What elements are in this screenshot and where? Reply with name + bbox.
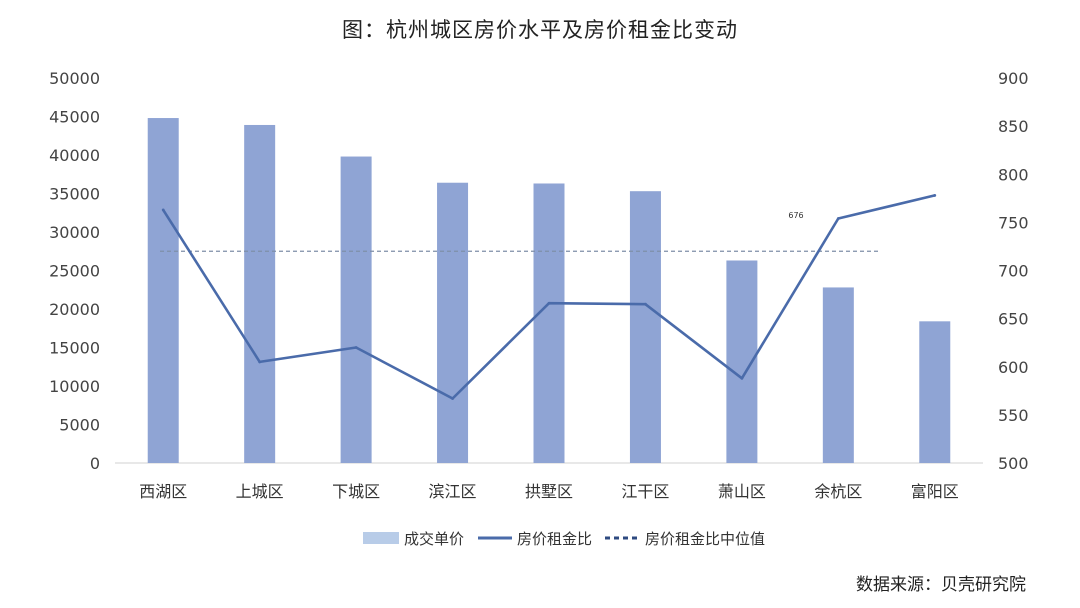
legend: 成交单价 房价租金比 房价租金比中位值 xyxy=(363,530,765,548)
left-tick-label: 20000 xyxy=(49,300,100,319)
category-label: 上城区 xyxy=(236,482,284,501)
annotation-label: 676 xyxy=(788,211,803,220)
right-tick-label: 600 xyxy=(998,358,1029,377)
bar xyxy=(437,182,469,463)
right-tick-label: 700 xyxy=(998,262,1029,281)
left-tick-label: 30000 xyxy=(49,223,100,242)
category-label: 富阳区 xyxy=(911,482,959,501)
left-tick-label: 15000 xyxy=(49,339,100,358)
legend-label-line: 房价租金比 xyxy=(517,530,592,548)
line-point xyxy=(451,397,454,400)
line-point xyxy=(258,360,262,364)
left-tick-label: 0 xyxy=(90,454,100,473)
source-note: 数据来源：贝壳研究院 xyxy=(856,575,1026,595)
bar xyxy=(919,321,951,463)
left-tick-label: 50000 xyxy=(49,69,100,88)
category-label: 萧山区 xyxy=(718,482,766,501)
bar xyxy=(340,156,372,464)
line-point xyxy=(836,217,840,220)
line-point xyxy=(161,208,165,212)
line-point xyxy=(933,194,937,197)
left-tick-label: 25000 xyxy=(49,262,100,281)
right-tick-label: 550 xyxy=(998,406,1029,425)
category-label: 下城区 xyxy=(332,482,380,501)
legend-label-bar: 成交单价 xyxy=(404,530,464,548)
right-tick-label: 650 xyxy=(998,310,1029,329)
left-tick-label: 45000 xyxy=(49,108,100,127)
category-label: 余杭区 xyxy=(814,482,862,501)
bar xyxy=(244,124,276,463)
left-tick-label: 35000 xyxy=(49,185,100,204)
line-point xyxy=(354,346,358,349)
bar-series xyxy=(147,118,951,464)
bar xyxy=(533,183,565,464)
line-point xyxy=(547,301,551,305)
right-tick-label: 800 xyxy=(998,165,1029,184)
left-axis-ticks: 0 5000 10000 15000 20000 25000 30000 35000 40000… xyxy=(49,69,100,473)
line-point xyxy=(644,302,647,306)
right-tick-label: 500 xyxy=(998,454,1029,473)
left-tick-label: 5000 xyxy=(59,416,100,435)
bar xyxy=(629,191,661,463)
line-point xyxy=(740,376,744,380)
category-labels: 西湖区 上城区 下城区 滨江区 拱墅区 江干区 萧山区 余杭区 富阳区 xyxy=(139,482,959,501)
category-label: 江干区 xyxy=(621,482,669,501)
right-tick-label: 750 xyxy=(998,213,1029,232)
right-tick-label: 900 xyxy=(998,69,1029,88)
legend-label-median: 房价租金比中位值 xyxy=(645,530,765,548)
chart-title: 图：杭州城区房价水平及房价租金比变动 xyxy=(342,18,738,42)
left-tick-label: 40000 xyxy=(49,146,100,165)
category-label: 滨江区 xyxy=(429,482,477,501)
right-tick-label: 850 xyxy=(998,117,1029,136)
line-series xyxy=(161,194,937,400)
bar xyxy=(822,287,854,463)
right-axis-ticks: 500 550 600 650 700 750 800 850 900 xyxy=(998,69,1029,473)
left-tick-label: 10000 xyxy=(49,377,100,396)
category-label: 西湖区 xyxy=(139,482,187,501)
bar xyxy=(147,118,179,463)
category-label: 拱墅区 xyxy=(525,482,573,501)
legend-swatch-bar xyxy=(363,532,399,544)
